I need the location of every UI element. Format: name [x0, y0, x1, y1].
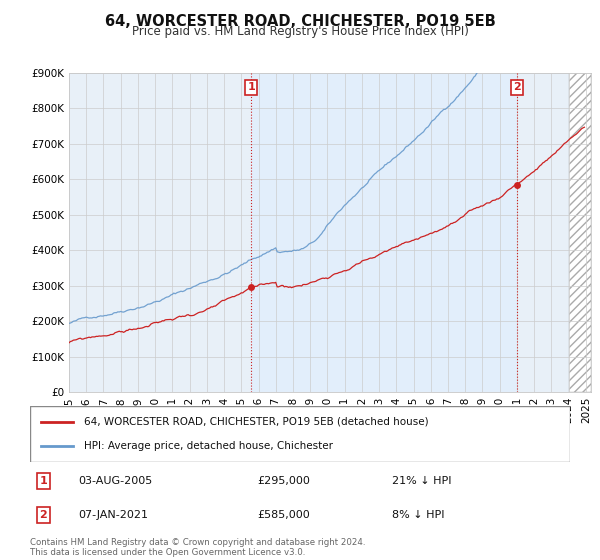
Text: £295,000: £295,000 — [257, 476, 310, 486]
Text: £585,000: £585,000 — [257, 510, 310, 520]
Text: 03-AUG-2005: 03-AUG-2005 — [79, 476, 153, 486]
Bar — [569, 73, 591, 392]
Text: 64, WORCESTER ROAD, CHICHESTER, PO19 5EB: 64, WORCESTER ROAD, CHICHESTER, PO19 5EB — [104, 14, 496, 29]
Text: 1: 1 — [247, 82, 255, 92]
Text: 21% ↓ HPI: 21% ↓ HPI — [392, 476, 451, 486]
Text: 07-JAN-2021: 07-JAN-2021 — [79, 510, 149, 520]
Text: 2: 2 — [40, 510, 47, 520]
Text: 1: 1 — [40, 476, 47, 486]
Text: 8% ↓ HPI: 8% ↓ HPI — [392, 510, 444, 520]
Bar — [251, 73, 517, 392]
Text: Contains HM Land Registry data © Crown copyright and database right 2024.
This d: Contains HM Land Registry data © Crown c… — [30, 538, 365, 557]
Text: 64, WORCESTER ROAD, CHICHESTER, PO19 5EB (detached house): 64, WORCESTER ROAD, CHICHESTER, PO19 5EB… — [84, 417, 428, 427]
Text: Price paid vs. HM Land Registry's House Price Index (HPI): Price paid vs. HM Land Registry's House … — [131, 25, 469, 38]
Text: 2: 2 — [514, 82, 521, 92]
Text: HPI: Average price, detached house, Chichester: HPI: Average price, detached house, Chic… — [84, 441, 333, 451]
